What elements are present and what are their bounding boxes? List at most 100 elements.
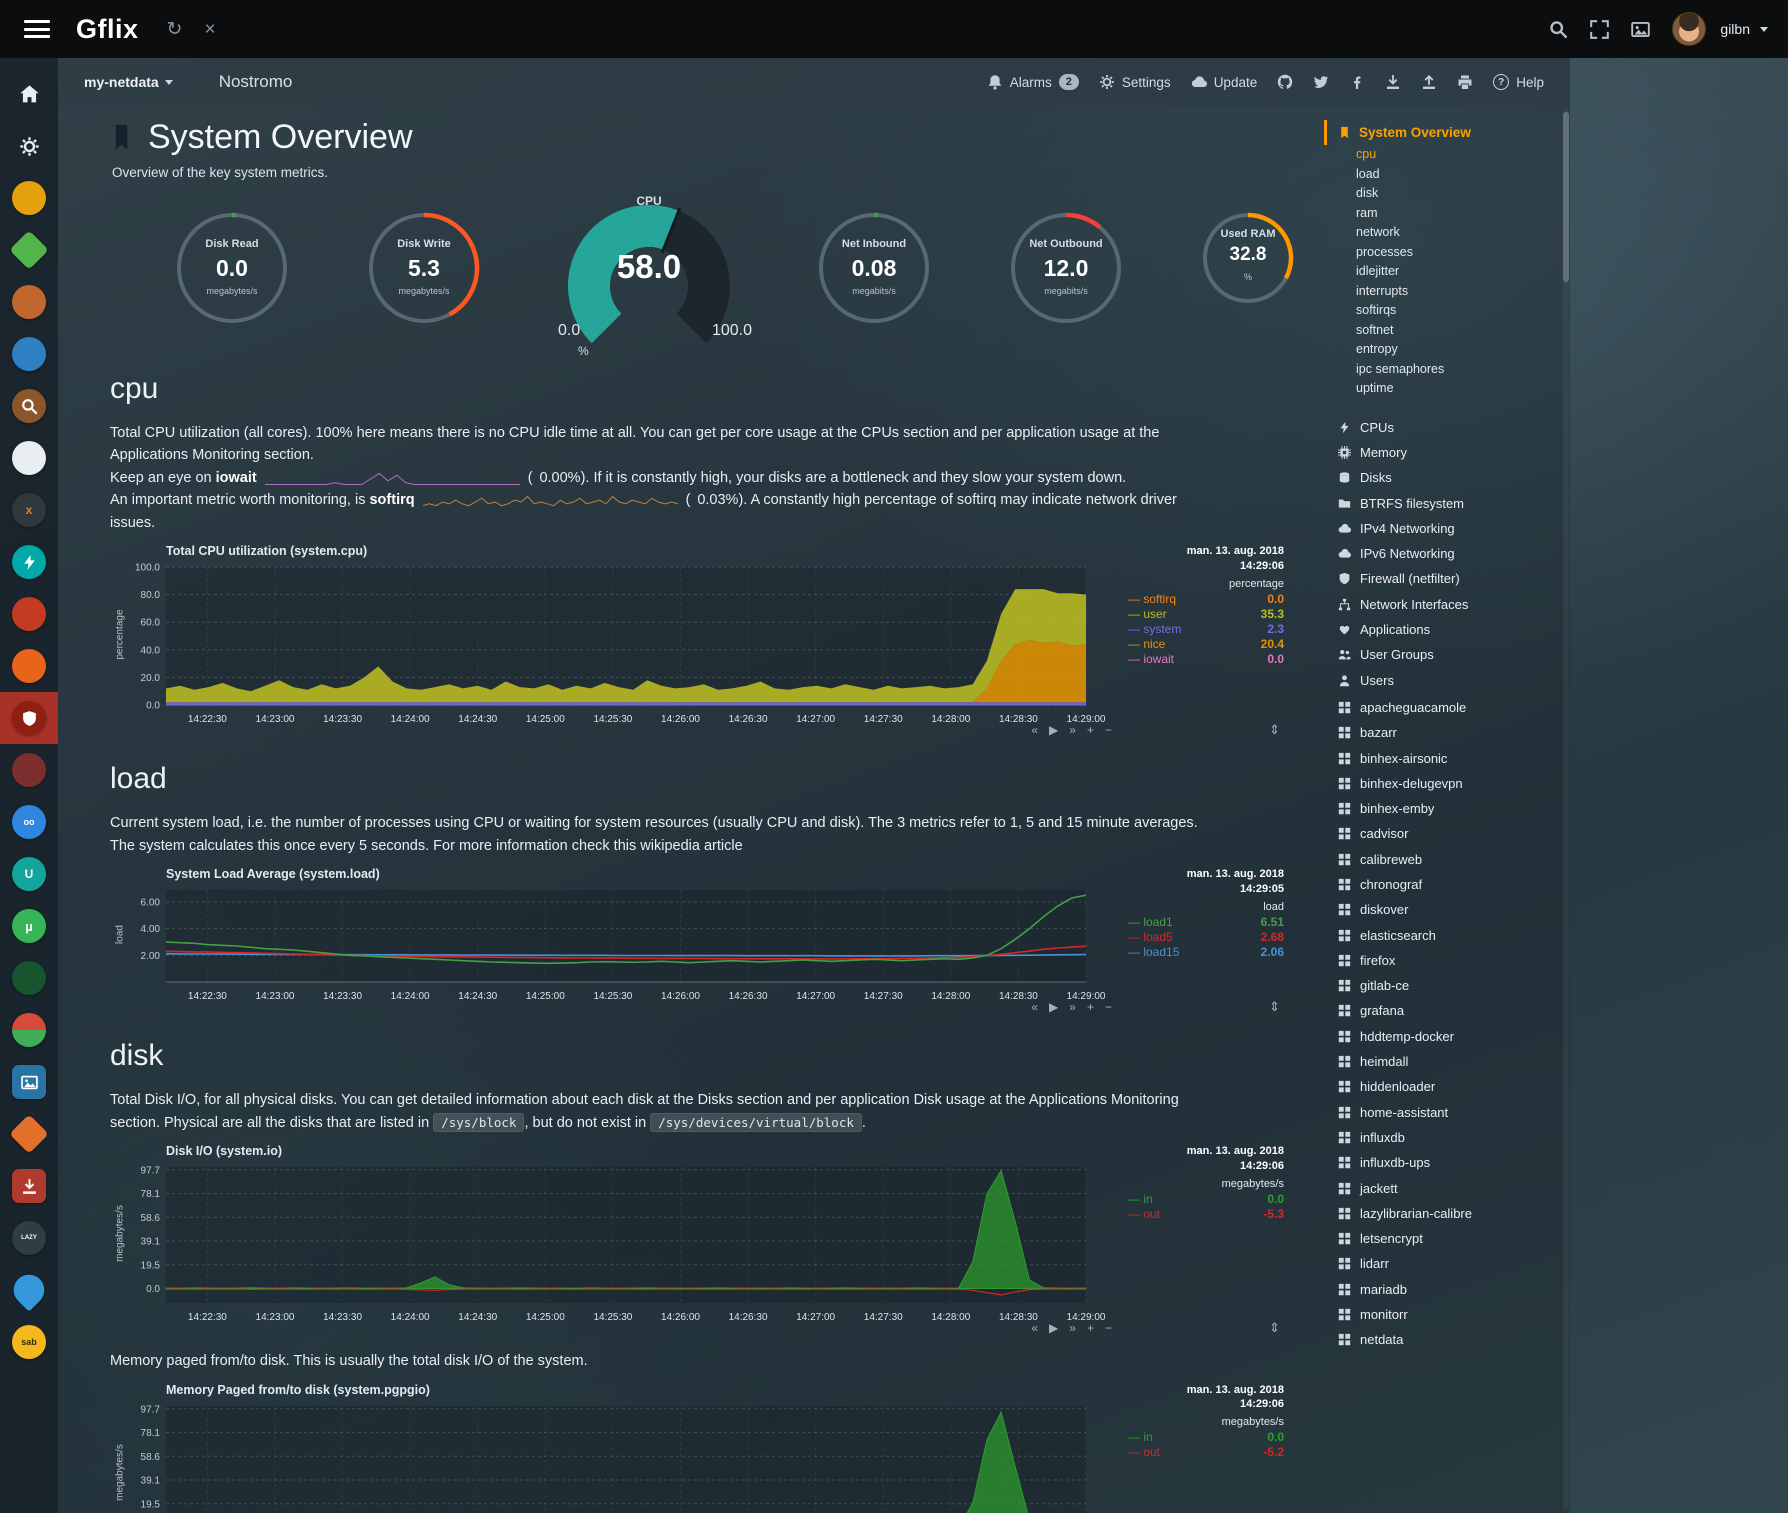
nav-subitem-interrupts[interactable]: interrupts <box>1324 282 1570 302</box>
sidebar-app-photos[interactable] <box>0 1056 58 1108</box>
resize-handle-icon[interactable]: ⇕ <box>1269 723 1280 736</box>
nav-system-overview[interactable]: System Overview <box>1324 120 1570 145</box>
nav-container-binhex-airsonic[interactable]: binhex-airsonic <box>1324 745 1570 770</box>
legend-entry-in[interactable]: — in0.0 <box>1128 1430 1284 1445</box>
wikipedia-link[interactable]: wikipedia article <box>640 838 742 854</box>
nav-subitem-cpu[interactable]: cpu <box>1324 145 1570 165</box>
resize-handle-icon[interactable]: ⇕ <box>1269 1000 1280 1013</box>
fullscreen-icon[interactable] <box>1590 20 1609 39</box>
zoom-out-icon[interactable]: − <box>1105 1322 1112 1334</box>
plot-system-load[interactable]: 14:22:3014:23:0014:23:3014:24:0014:24:30… <box>118 882 1116 1008</box>
sidebar-app-nextcloud[interactable]: oo <box>0 796 58 848</box>
help-button[interactable]: ? Help <box>1493 74 1544 90</box>
nav-container-hiddenloader[interactable]: hiddenloader <box>1324 1074 1570 1099</box>
server-dropdown[interactable]: my-netdata <box>84 74 173 90</box>
sidebar-app-netdata[interactable] <box>0 692 58 744</box>
nav-container-gitlab-ce[interactable]: gitlab-ce <box>1324 973 1570 998</box>
refresh-icon[interactable]: ↻ <box>167 20 183 39</box>
nav-container-letsencrypt[interactable]: letsencrypt <box>1324 1226 1570 1251</box>
username[interactable]: gilbn <box>1720 21 1750 37</box>
twitter-icon[interactable] <box>1313 74 1329 90</box>
sidebar-app-home[interactable] <box>0 68 58 120</box>
sidebar-app-emby[interactable] <box>0 224 58 276</box>
nav-section-memory[interactable]: Memory <box>1324 440 1570 465</box>
nav-subitem-softirqs[interactable]: softirqs <box>1324 301 1570 321</box>
nav-section-user-groups[interactable]: User Groups <box>1324 642 1570 667</box>
github-icon[interactable] <box>1277 74 1293 90</box>
nav-container-firefox[interactable]: firefox <box>1324 948 1570 973</box>
sidebar-app-jackett[interactable] <box>0 380 58 432</box>
nav-container-binhex-delugevpn[interactable]: binhex-delugevpn <box>1324 771 1570 796</box>
nav-container-heimdall[interactable]: heimdall <box>1324 1049 1570 1074</box>
nav-container-apacheguacamole[interactable]: apacheguacamole <box>1324 695 1570 720</box>
nav-container-chronograf[interactable]: chronograf <box>1324 872 1570 897</box>
print-icon[interactable] <box>1457 74 1473 90</box>
legend-entry-out[interactable]: — out-5.2 <box>1128 1445 1284 1460</box>
legend-entry-load5[interactable]: — load52.68 <box>1128 930 1284 945</box>
sidebar-app-sabnzbd[interactable]: sab <box>0 1316 58 1368</box>
sidebar-app-lazylibrarian[interactable]: LAZY <box>0 1212 58 1264</box>
nav-container-home-assistant[interactable]: home-assistant <box>1324 1100 1570 1125</box>
nav-container-netdata[interactable]: netdata <box>1324 1327 1570 1352</box>
nav-container-cadvisor[interactable]: cadvisor <box>1324 821 1570 846</box>
legend-entry-iowait[interactable]: — iowait0.0 <box>1128 652 1284 667</box>
nav-section-cpus[interactable]: CPUs <box>1324 415 1570 440</box>
pan-forward-icon[interactable]: » <box>1069 724 1076 736</box>
nav-container-hddtemp-docker[interactable]: hddtemp-docker <box>1324 1024 1570 1049</box>
nav-subitem-processes[interactable]: processes <box>1324 243 1570 263</box>
nav-subitem-ipc-semaphores[interactable]: ipc semaphores <box>1324 360 1570 380</box>
nav-subitem-idlejitter[interactable]: idlejitter <box>1324 262 1570 282</box>
plot-system-pgpgio[interactable]: 14:22:3014:23:0014:23:3014:24:0014:24:30… <box>118 1398 1116 1513</box>
sidebar-app-grafana[interactable] <box>0 640 58 692</box>
sidebar-app-radarr[interactable] <box>0 588 58 640</box>
nav-container-grafana[interactable]: grafana <box>1324 998 1570 1023</box>
legend-entry-nice[interactable]: — nice20.4 <box>1128 637 1284 652</box>
nav-section-ipv6-networking[interactable]: IPv6 Networking <box>1324 541 1570 566</box>
nav-container-lidarr[interactable]: lidarr <box>1324 1251 1570 1276</box>
nav-container-calibreweb[interactable]: calibreweb <box>1324 847 1570 872</box>
sidebar-app-monitor[interactable] <box>0 536 58 588</box>
pan-back-icon[interactable]: « <box>1031 724 1038 736</box>
sidebar-app-mariadb[interactable] <box>0 744 58 796</box>
legend-entry-out[interactable]: — out-5.3 <box>1128 1207 1284 1222</box>
nav-container-mariadb[interactable]: mariadb <box>1324 1277 1570 1302</box>
scrollbar-thumb[interactable] <box>1563 112 1569 282</box>
plot-system-io[interactable]: 14:22:3014:23:0014:23:3014:24:0014:24:30… <box>118 1159 1116 1329</box>
nav-subitem-entropy[interactable]: entropy <box>1324 340 1570 360</box>
nav-container-diskover[interactable]: diskover <box>1324 897 1570 922</box>
nav-subitem-network[interactable]: network <box>1324 223 1570 243</box>
export-snapshot-icon[interactable] <box>1385 74 1401 90</box>
nav-container-lazylibrarian-calibre[interactable]: lazylibrarian-calibre <box>1324 1201 1570 1226</box>
nav-container-jackett[interactable]: jackett <box>1324 1175 1570 1200</box>
nav-container-monitorr[interactable]: monitorr <box>1324 1302 1570 1327</box>
sidebar-app-ubooquity[interactable]: U <box>0 848 58 900</box>
pan-forward-icon[interactable]: » <box>1069 1001 1076 1013</box>
wallpaper-icon[interactable] <box>1631 20 1650 39</box>
play-icon[interactable]: ▶ <box>1049 1001 1058 1013</box>
sidebar-app-tautulli[interactable] <box>0 172 58 224</box>
plot-system-cpu[interactable]: 14:22:3014:23:0014:23:3014:24:0014:24:30… <box>118 559 1116 731</box>
play-icon[interactable]: ▶ <box>1049 1322 1058 1334</box>
sidebar-app-downloader[interactable] <box>0 1160 58 1212</box>
zoom-out-icon[interactable]: − <box>1105 724 1112 736</box>
nav-container-influxdb-ups[interactable]: influxdb-ups <box>1324 1150 1570 1175</box>
sidebar-app-settings[interactable] <box>0 120 58 172</box>
nav-section-network-interfaces[interactable]: Network Interfaces <box>1324 592 1570 617</box>
zoom-in-icon[interactable]: + <box>1087 1322 1094 1334</box>
sidebar-app-traefik[interactable] <box>0 1004 58 1056</box>
facebook-icon[interactable] <box>1349 74 1365 90</box>
nav-container-elasticsearch[interactable]: elasticsearch <box>1324 922 1570 947</box>
nav-section-applications[interactable]: Applications <box>1324 617 1570 642</box>
legend-entry-user[interactable]: — user35.3 <box>1128 607 1284 622</box>
nav-container-binhex-emby[interactable]: binhex-emby <box>1324 796 1570 821</box>
pan-back-icon[interactable]: « <box>1031 1001 1038 1013</box>
sidebar-app-airsonic[interactable] <box>0 328 58 380</box>
legend-entry-load1[interactable]: — load16.51 <box>1128 915 1284 930</box>
nav-section-users[interactable]: Users <box>1324 667 1570 692</box>
nav-subitem-softnet[interactable]: softnet <box>1324 321 1570 341</box>
menu-icon[interactable] <box>24 20 50 38</box>
nav-subitem-disk[interactable]: disk <box>1324 184 1570 204</box>
zoom-in-icon[interactable]: + <box>1087 724 1094 736</box>
import-snapshot-icon[interactable] <box>1421 74 1437 90</box>
search-icon[interactable] <box>1549 20 1568 39</box>
